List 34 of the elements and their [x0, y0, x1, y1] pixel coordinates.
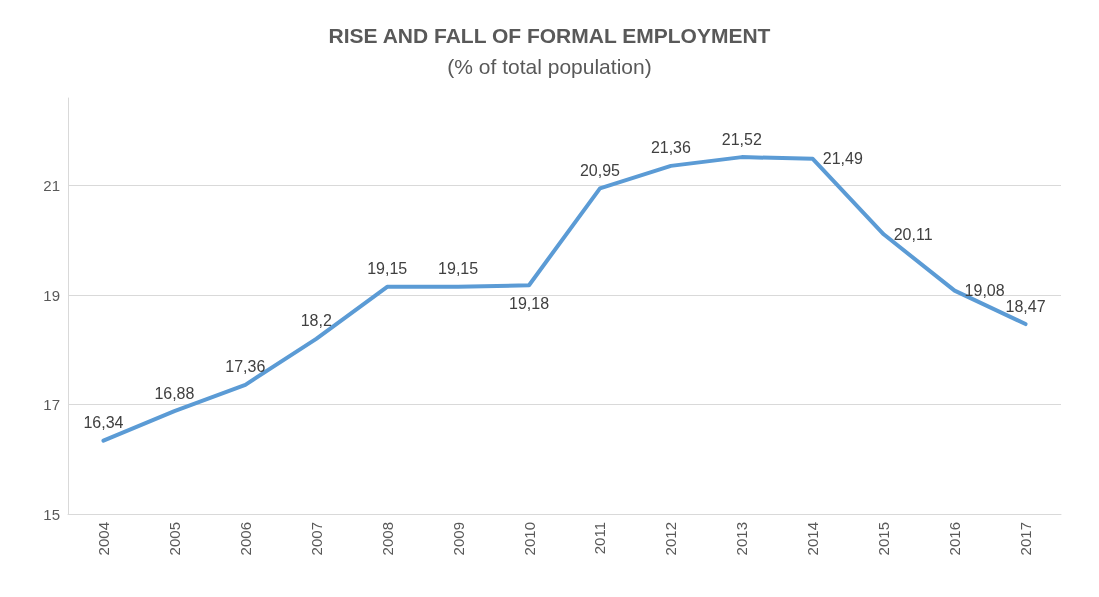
x-tick-label: 2013	[733, 522, 751, 556]
data-label: 16,34	[83, 414, 124, 432]
x-tick-label: 2010	[520, 522, 538, 556]
x-tick-label: 2016	[946, 522, 964, 556]
x-tick-label: 2006	[236, 522, 254, 556]
data-label: 16,88	[154, 384, 195, 402]
data-label: 19,15	[438, 260, 479, 278]
data-label: 18,47	[1005, 297, 1046, 315]
x-tick-label: 2009	[449, 522, 467, 556]
y-tick-label: 17	[43, 396, 60, 414]
x-tick-label: 2007	[307, 522, 325, 556]
data-label: 19,18	[509, 294, 550, 312]
data-label: 20,95	[579, 161, 621, 179]
data-label: 20,11	[893, 225, 933, 243]
chart-title: RISE AND FALL OF FORMAL EMPLOYMENT	[328, 24, 771, 47]
x-tick-label: 2004	[94, 522, 112, 556]
x-tick-label: 2015	[875, 522, 893, 556]
data-label: 21,36	[650, 139, 692, 157]
data-label: 21,49	[822, 150, 863, 168]
y-tick-label: 19	[43, 286, 60, 304]
data-label: 18,2	[300, 312, 332, 330]
x-tick-label: 2008	[378, 522, 396, 556]
x-tick-label: 2011	[591, 522, 609, 555]
data-label: 21,52	[721, 130, 762, 148]
data-label: 17,36	[225, 358, 266, 376]
data-label: 19,08	[964, 282, 1005, 300]
y-tick-label: 15	[43, 505, 60, 523]
x-tick-label: 2005	[165, 522, 183, 556]
x-tick-label: 2014	[804, 522, 822, 556]
x-tick-label: 2017	[1017, 522, 1035, 556]
x-tick-label: 2012	[662, 522, 680, 556]
y-tick-label: 21	[43, 177, 60, 195]
data-label: 19,15	[367, 260, 408, 278]
chart-subtitle: (% of total population)	[447, 55, 652, 78]
